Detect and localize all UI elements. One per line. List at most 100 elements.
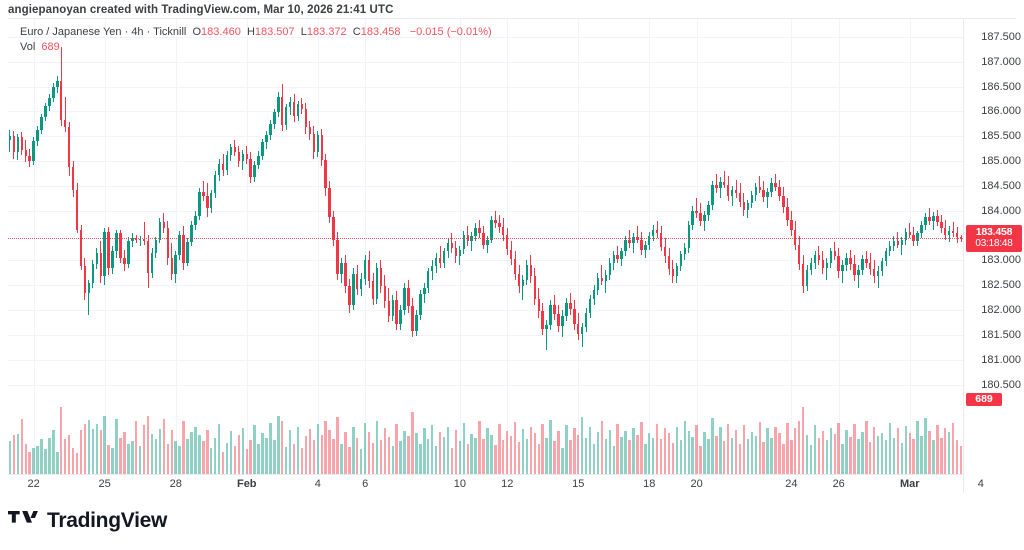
candle-body [146,240,150,273]
volume-bar [651,438,655,474]
candle-wick [731,185,733,206]
volume-bar [549,420,552,474]
candle-wick [601,265,603,286]
volume-bar [316,424,319,474]
candle-body [123,257,126,265]
candle-body [869,262,872,270]
candle-body [798,244,801,265]
candle-body [8,136,12,141]
candle-body [340,262,343,275]
candle-body [300,104,304,109]
candle-body [782,195,785,207]
volume-bar [442,437,446,474]
footer-branding: TradingView [8,500,1016,542]
candle-wick [842,260,844,283]
time-axis-label: 26 [832,478,845,490]
volume-bar [912,438,915,474]
candle-body [241,153,245,162]
volume-bar [403,430,406,474]
volume-bar [577,434,580,474]
grid-line-horizontal [8,260,963,262]
volume-bar [415,433,418,474]
last-price-badge[interactable]: 183.458 03:18:48 [966,224,1022,252]
volume-bar [884,439,888,474]
candle-wick [88,280,90,316]
last-price-value: 183.458 [975,225,1013,238]
volume-bar [407,436,410,474]
volume-bar [707,438,710,474]
volume-bar [494,445,497,474]
volume-bar [83,424,87,474]
grid-line-vertical [909,19,911,474]
price-axis-label: 185.500 [981,130,1021,143]
volume-bar [312,439,316,474]
volume-bar [892,438,896,474]
candle-body [758,186,761,190]
candle-body [20,137,24,151]
candle-wick [857,265,859,288]
candle-body [138,238,142,240]
volume-bar [928,430,931,474]
volume-bar [584,438,588,474]
candle-wick [139,235,141,246]
price-axis[interactable]: 187.500 187.000 186.500 186.000 185.500 185.0… [963,19,1024,493]
legend-sep-1: · [121,26,132,38]
volume-bar [837,422,840,474]
candle-wick [928,208,930,225]
time-axis[interactable]: 222528Feb4610121518202426Mar461012 [8,474,984,494]
chart-legend[interactable]: Euro / Japanese Yen · 4h · Ticknill O183… [20,25,492,54]
candle-body [821,260,825,268]
volume-bar [16,433,20,474]
candle-body [584,312,588,328]
volume-badge[interactable]: 689 [966,392,1002,406]
volume-bar [438,432,442,474]
candle-body [150,252,154,273]
candle-wick [952,221,954,237]
volume-bar [734,430,738,474]
candle-body [892,240,896,246]
candle-body [312,133,316,153]
volume-bar [308,429,312,474]
volume-bar [32,448,35,474]
volume-bar [466,443,469,474]
legend-symbol[interactable]: Euro / Japanese Yen [20,26,122,38]
chart-plot-area[interactable]: Euro / Japanese Yen · 4h · Ticknill O183… [8,19,963,474]
volume-bar [573,428,576,474]
candle-body [648,235,651,245]
candle-body [249,158,252,177]
candle-wick [494,210,496,229]
grid-line-horizontal [8,86,963,88]
volume-bar [44,449,47,474]
time-axis-label: Mar [899,478,920,490]
last-price-line [8,237,963,239]
volume-bar [632,427,635,474]
volume-bar [190,432,193,474]
legend-interval[interactable]: 4h [131,26,144,38]
grid-line-horizontal [8,285,963,287]
candle-body [115,233,118,252]
volume-bar [478,421,481,474]
volume-bar [640,422,643,474]
volume-bar [225,442,229,474]
volume-bar [273,440,276,474]
grid-line-horizontal [8,384,963,386]
candle-body [762,189,765,197]
candle-body [663,246,667,257]
candle-body [154,239,158,253]
candle-body [273,112,276,124]
candle-body [442,251,446,263]
candle-wick [877,266,879,288]
candle-body [766,191,769,197]
candle-body [91,264,95,283]
volume-bar [600,421,604,474]
grid-line-vertical [175,19,177,474]
candle-body [281,96,284,126]
candle-body [786,206,789,220]
candle-body [944,228,947,235]
volume-bar [241,428,245,474]
candle-body [659,233,663,247]
volume-bar [288,430,292,474]
candle-body [726,184,730,196]
grid-line-vertical [33,19,35,474]
candle-body [198,191,201,216]
